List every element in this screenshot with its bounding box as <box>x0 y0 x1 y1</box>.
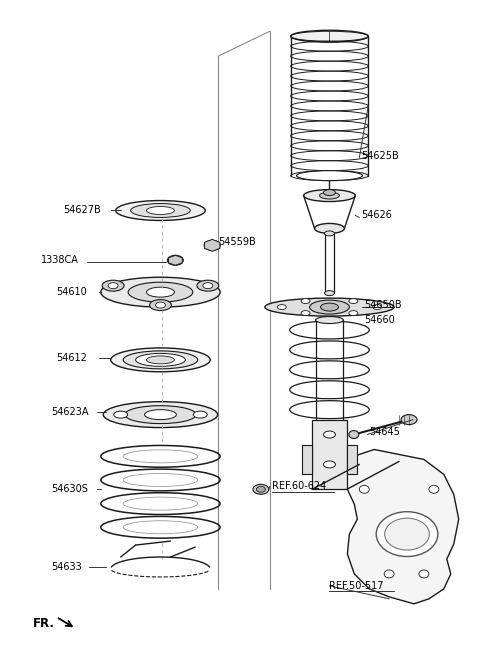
Bar <box>302 445 312 474</box>
Ellipse shape <box>146 206 174 214</box>
Ellipse shape <box>315 451 343 458</box>
Ellipse shape <box>349 310 358 316</box>
Text: 54630S: 54630S <box>51 484 88 495</box>
Ellipse shape <box>144 409 176 420</box>
Ellipse shape <box>197 280 219 291</box>
Ellipse shape <box>256 486 265 493</box>
Ellipse shape <box>310 300 349 314</box>
Ellipse shape <box>419 570 429 578</box>
Text: 54610: 54610 <box>56 287 87 297</box>
Ellipse shape <box>314 223 344 233</box>
Text: 54633: 54633 <box>51 562 82 572</box>
Polygon shape <box>168 255 182 265</box>
Text: REF.60-624: REF.60-624 <box>272 481 326 491</box>
Text: 54612: 54612 <box>56 353 87 363</box>
Ellipse shape <box>360 485 369 493</box>
Ellipse shape <box>376 512 438 557</box>
Ellipse shape <box>320 192 339 199</box>
Ellipse shape <box>111 348 210 372</box>
Ellipse shape <box>324 231 335 236</box>
Polygon shape <box>341 449 459 604</box>
Ellipse shape <box>291 30 368 42</box>
Ellipse shape <box>324 431 336 438</box>
Ellipse shape <box>146 356 174 364</box>
Ellipse shape <box>349 299 358 303</box>
Text: 54645: 54645 <box>369 426 400 436</box>
Ellipse shape <box>108 283 118 289</box>
Ellipse shape <box>315 316 343 324</box>
Ellipse shape <box>136 354 185 366</box>
Ellipse shape <box>297 171 362 181</box>
Ellipse shape <box>193 411 207 418</box>
Ellipse shape <box>114 411 128 418</box>
Text: 54625B: 54625B <box>361 151 399 160</box>
Ellipse shape <box>301 299 310 303</box>
Ellipse shape <box>123 351 198 369</box>
Ellipse shape <box>384 570 394 578</box>
Ellipse shape <box>253 484 269 495</box>
Ellipse shape <box>304 189 355 202</box>
Text: REF.50-517: REF.50-517 <box>329 581 384 591</box>
Ellipse shape <box>321 303 338 311</box>
Ellipse shape <box>324 189 336 196</box>
Text: 54650B: 54650B <box>364 300 402 310</box>
Ellipse shape <box>203 283 213 289</box>
Text: 54559B: 54559B <box>218 237 256 248</box>
Ellipse shape <box>384 518 430 550</box>
Ellipse shape <box>168 255 183 265</box>
Text: FR.: FR. <box>33 617 55 630</box>
Ellipse shape <box>373 305 382 310</box>
Ellipse shape <box>103 402 217 428</box>
Ellipse shape <box>265 298 394 316</box>
Ellipse shape <box>128 282 193 302</box>
Text: 54660: 54660 <box>364 315 395 325</box>
Text: 54627B: 54627B <box>63 206 101 215</box>
Ellipse shape <box>429 485 439 493</box>
Ellipse shape <box>101 277 220 307</box>
Ellipse shape <box>131 204 190 217</box>
Ellipse shape <box>277 305 286 310</box>
Polygon shape <box>204 239 220 252</box>
Text: 54623A: 54623A <box>51 407 89 417</box>
Bar <box>312 420 347 489</box>
Ellipse shape <box>116 200 205 221</box>
Ellipse shape <box>349 430 359 439</box>
Ellipse shape <box>401 415 417 424</box>
Ellipse shape <box>301 310 310 316</box>
Ellipse shape <box>125 405 196 424</box>
Ellipse shape <box>146 287 174 297</box>
Bar <box>347 445 357 474</box>
Ellipse shape <box>150 299 171 310</box>
Text: 1338CA: 1338CA <box>41 255 79 265</box>
Ellipse shape <box>102 280 124 291</box>
Ellipse shape <box>324 461 336 468</box>
Ellipse shape <box>156 302 166 308</box>
Ellipse shape <box>324 291 335 295</box>
Ellipse shape <box>204 240 220 250</box>
Text: 54626: 54626 <box>361 210 392 221</box>
